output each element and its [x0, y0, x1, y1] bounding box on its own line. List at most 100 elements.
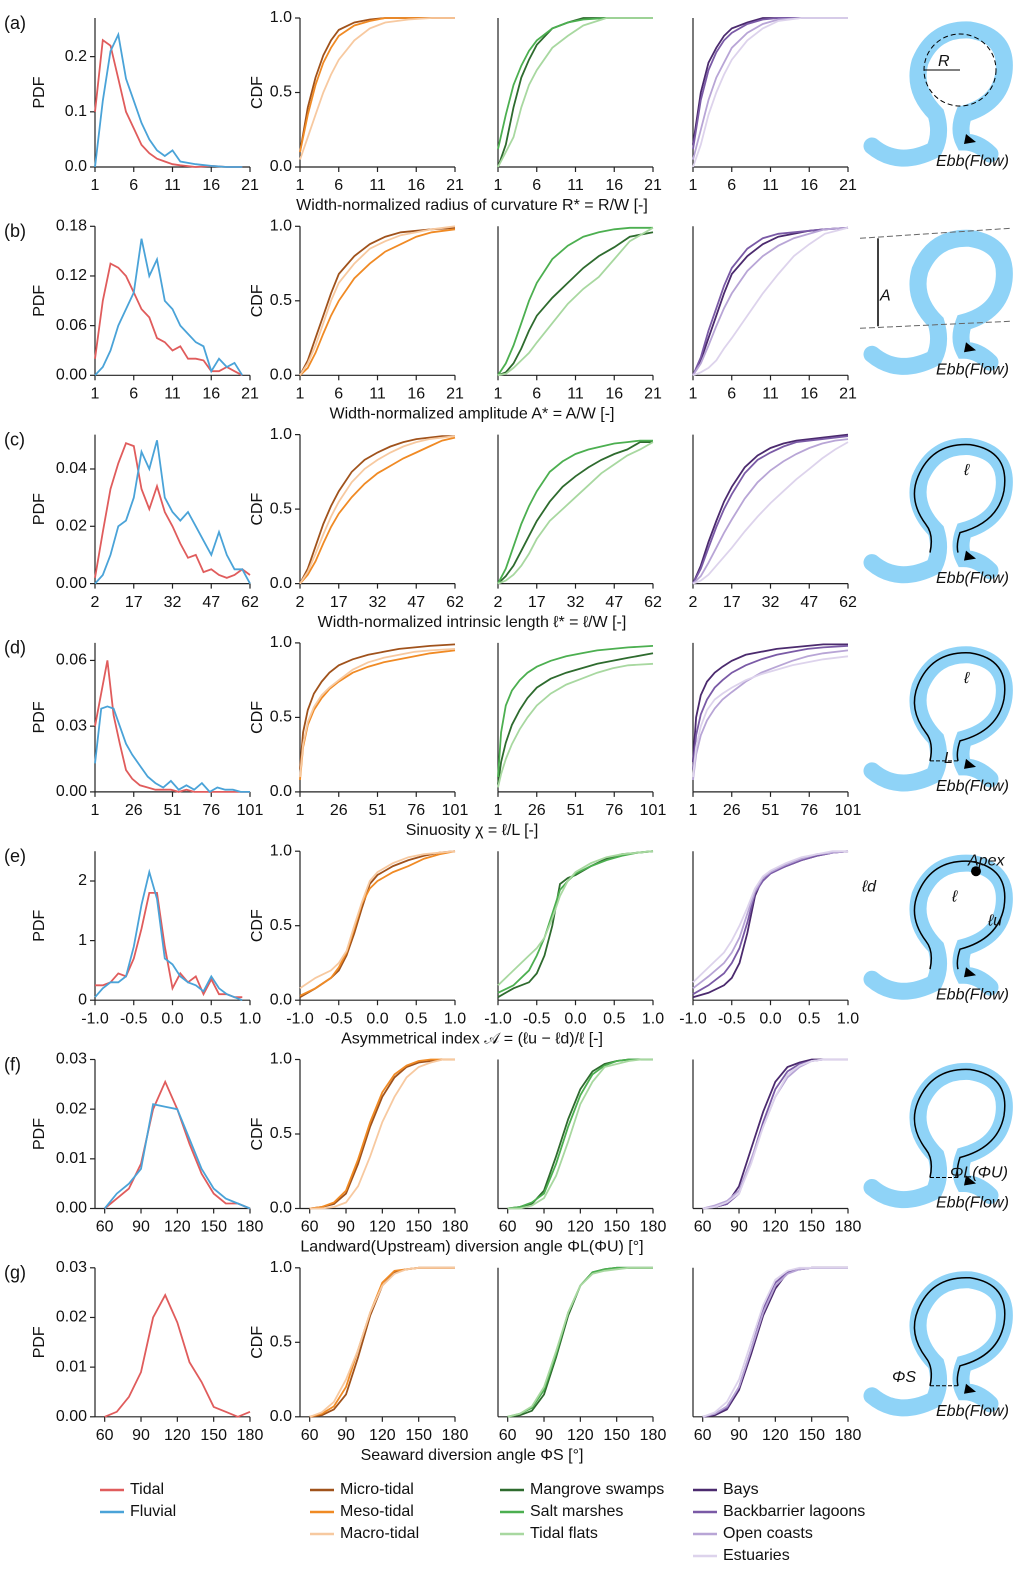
- y-tick-label: 0.0: [270, 783, 292, 800]
- schematic-label: Ebb(Flow): [936, 986, 1009, 1003]
- x-tick-label: -1.0: [286, 1010, 314, 1027]
- x-tick-label: 150: [200, 1427, 227, 1444]
- x-tick-label: 101: [835, 802, 862, 819]
- schematic-label: ℓu: [987, 912, 1002, 929]
- x-tick-label: 1.0: [837, 1010, 859, 1027]
- series-line: [299, 436, 456, 585]
- series-line: [94, 442, 251, 579]
- series-line: [94, 440, 251, 585]
- x-tick-label: 16: [407, 386, 425, 403]
- series-line: [692, 850, 849, 995]
- x-tick-label: 150: [798, 1219, 825, 1236]
- series-line: [702, 1058, 848, 1210]
- y-axis-label: CDF: [249, 909, 266, 942]
- y-tick-label: 1.0: [270, 218, 292, 235]
- x-tick-label: 90: [337, 1219, 355, 1236]
- schematic: A Ebb(Flow): [859, 227, 1013, 379]
- schematic: Apex ℓd ℓ ℓu Ebb(Flow): [861, 852, 1013, 1003]
- series-line: [309, 1266, 455, 1418]
- panel-label: (b): [4, 221, 26, 241]
- x-tick-label: 60: [96, 1219, 114, 1236]
- schematic: ℓ L Ebb(Flow): [863, 646, 1013, 795]
- y-tick-label: 0.00: [56, 1408, 87, 1425]
- y-axis-label: PDF: [31, 909, 48, 941]
- y-axis-label: CDF: [249, 284, 266, 317]
- channel: [863, 438, 1013, 584]
- x-tick-label: 120: [762, 1219, 789, 1236]
- x-axis-label: Sinuosity χ = ℓ/L [-]: [406, 822, 539, 839]
- x-tick-label: 150: [603, 1427, 630, 1444]
- series-line: [95, 892, 243, 999]
- x-tick-label: 2: [91, 594, 100, 611]
- x-tick-label: 1: [494, 177, 503, 194]
- x-tick-label: 62: [644, 594, 662, 611]
- y-axis-label: CDF: [249, 492, 266, 525]
- x-tick-label: 6: [334, 177, 343, 194]
- y-tick-label: 0.5: [270, 84, 292, 101]
- x-tick-label: 51: [164, 802, 182, 819]
- x-tick-label: 180: [237, 1427, 264, 1444]
- legend-label: Macro-tidal: [340, 1525, 419, 1542]
- x-tick-label: 120: [762, 1427, 789, 1444]
- y-tick-label: 0.00: [56, 367, 87, 384]
- x-tick-label: 62: [241, 594, 259, 611]
- x-tick-label: 1: [494, 802, 503, 819]
- x-tick-label: 32: [567, 594, 585, 611]
- x-tick-label: 47: [202, 594, 220, 611]
- x-tick-label: 150: [603, 1219, 630, 1236]
- y-tick-label: 0.00: [56, 1200, 87, 1217]
- legend-label: Tidal: [130, 1481, 164, 1498]
- series-line: [309, 1266, 455, 1418]
- series-line: [299, 435, 456, 585]
- series-line: [692, 435, 849, 585]
- x-tick-label: 60: [301, 1219, 319, 1236]
- legend-label: Bays: [723, 1481, 759, 1498]
- x-tick-label: 26: [125, 802, 143, 819]
- x-tick-label: 16: [605, 386, 623, 403]
- x-tick-label: 16: [202, 177, 220, 194]
- legend-label: Salt marshes: [530, 1503, 623, 1520]
- series-line: [299, 226, 456, 376]
- x-tick-label: 11: [369, 386, 386, 403]
- x-tick-label: 150: [200, 1219, 227, 1236]
- y-tick-label: 0.00: [56, 783, 87, 800]
- x-tick-label: 16: [800, 177, 818, 194]
- series-line: [497, 17, 653, 150]
- series-line: [104, 1293, 251, 1418]
- x-tick-label: 21: [446, 177, 464, 194]
- flow-arrow: [964, 342, 976, 353]
- series-line: [497, 850, 654, 994]
- series-line: [299, 850, 456, 990]
- series-line: [692, 433, 849, 584]
- series-line: [692, 645, 849, 770]
- schematic-label: A: [879, 288, 891, 305]
- schematic-label: ΦS: [892, 1369, 916, 1386]
- series-line: [692, 17, 848, 160]
- series-line: [94, 238, 244, 376]
- schematic-label: ℓ: [963, 462, 970, 479]
- x-tick-label: 60: [694, 1219, 712, 1236]
- panel-label: (c): [4, 429, 25, 449]
- x-tick-label: 0.5: [798, 1010, 820, 1027]
- x-tick-label: 51: [567, 802, 585, 819]
- x-tick-label: 17: [125, 594, 143, 611]
- y-tick-label: 0.02: [56, 518, 87, 535]
- series-line: [692, 226, 849, 376]
- x-tick-label: -0.5: [523, 1010, 551, 1027]
- series-line: [702, 1266, 848, 1418]
- x-tick-label: 76: [605, 802, 623, 819]
- x-tick-label: 6: [129, 386, 138, 403]
- x-tick-label: 90: [535, 1427, 553, 1444]
- x-tick-label: 6: [532, 177, 541, 194]
- schematic-label: ℓ: [963, 670, 970, 687]
- x-tick-label: 11: [369, 177, 386, 194]
- x-tick-label: -0.5: [718, 1010, 746, 1027]
- y-axis-label: PDF: [31, 1118, 48, 1150]
- y-axis-label: PDF: [31, 285, 48, 317]
- y-tick-label: 0.5: [270, 500, 292, 517]
- x-tick-label: 1.0: [239, 1010, 261, 1027]
- x-tick-label: -1.0: [679, 1010, 707, 1027]
- x-tick-label: 26: [723, 802, 741, 819]
- x-tick-label: 1: [689, 386, 698, 403]
